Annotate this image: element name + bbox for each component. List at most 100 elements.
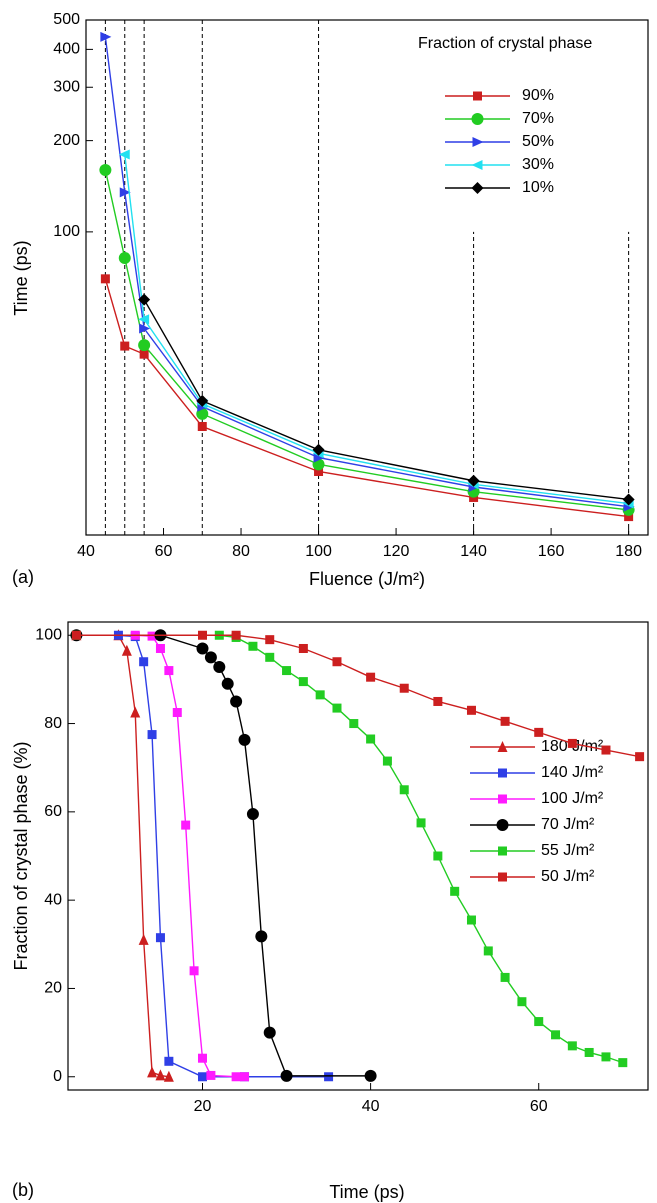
x-axis-label: Time (ps): [329, 1182, 404, 1202]
marker: [155, 1069, 166, 1081]
marker: [255, 930, 268, 943]
marker: [500, 972, 510, 982]
marker: [139, 349, 149, 359]
x-tick-label: 120: [383, 543, 410, 560]
marker: [196, 407, 209, 420]
marker: [567, 1041, 577, 1051]
legend-label: 30%: [522, 156, 554, 173]
series-line: [104, 36, 629, 508]
marker: [263, 1026, 276, 1039]
marker: [172, 708, 182, 718]
marker: [164, 666, 174, 676]
x-tick-label: 100: [305, 543, 332, 560]
marker: [100, 31, 112, 42]
marker: [314, 466, 324, 476]
legend-marker: [473, 91, 482, 101]
legend-label: 140 J/m²: [541, 764, 604, 781]
marker: [534, 727, 544, 737]
x-axis-label: Fluence (J/m²): [309, 569, 425, 589]
marker: [155, 933, 165, 943]
marker: [382, 756, 392, 766]
marker: [130, 706, 141, 718]
y-tick-label: 100: [35, 626, 62, 643]
marker: [282, 666, 292, 676]
marker: [635, 752, 645, 762]
marker: [155, 643, 165, 653]
marker: [139, 323, 151, 334]
marker: [601, 745, 611, 755]
legend-marker: [472, 137, 484, 147]
x-tick-label: 40: [77, 543, 95, 560]
marker: [584, 1047, 594, 1057]
marker: [280, 1069, 293, 1082]
series-line: [143, 299, 629, 501]
marker: [366, 734, 376, 744]
y-tick-label: 20: [44, 980, 62, 997]
legend-label: 55 J/m²: [541, 842, 595, 859]
x-tick-label: 180: [615, 543, 642, 560]
marker: [399, 785, 409, 795]
marker: [265, 652, 275, 662]
marker: [534, 1017, 544, 1027]
marker: [364, 1069, 377, 1082]
legend-label: 50 J/m²: [541, 868, 595, 885]
plot-frame: [67, 621, 649, 1091]
y-tick-label: 40: [44, 891, 62, 908]
legend-label: 70%: [522, 110, 554, 127]
legend-marker: [496, 819, 509, 831]
marker: [189, 966, 199, 976]
marker: [147, 730, 157, 740]
marker: [467, 474, 480, 487]
marker: [332, 703, 342, 713]
marker: [231, 630, 241, 640]
marker: [118, 252, 131, 265]
marker: [324, 1072, 334, 1082]
plot-frame: [85, 19, 649, 536]
marker: [120, 341, 130, 351]
legend-label: 90%: [522, 87, 554, 104]
marker: [466, 915, 476, 925]
marker: [483, 946, 493, 956]
marker: [100, 274, 110, 284]
marker: [138, 293, 151, 306]
x-tick-label: 80: [232, 543, 250, 560]
legend-marker: [498, 794, 507, 804]
marker: [196, 394, 209, 407]
legend-label: 100 J/m²: [541, 790, 604, 807]
legend-marker: [498, 846, 507, 856]
marker: [197, 1053, 207, 1063]
marker: [213, 661, 226, 674]
marker: [121, 644, 132, 656]
marker: [71, 630, 81, 640]
y-axis-label: Fraction of crystal phase (%): [11, 741, 31, 970]
marker: [238, 733, 251, 746]
marker: [197, 1072, 207, 1082]
marker: [119, 187, 131, 198]
legend-title: Fraction of crystal phase: [418, 35, 592, 52]
series-line: [76, 634, 245, 1078]
x-tick-label: 40: [362, 1098, 380, 1115]
marker: [138, 933, 149, 945]
legend-marker: [471, 182, 484, 194]
marker: [466, 705, 476, 715]
marker: [206, 1070, 216, 1080]
marker: [197, 422, 207, 432]
marker: [433, 851, 443, 861]
legend-label: 70 J/m²: [541, 816, 595, 833]
legend-marker: [471, 113, 484, 125]
y-tick-label: 80: [44, 715, 62, 732]
series-line: [76, 634, 329, 1078]
marker: [118, 149, 130, 160]
marker: [551, 1030, 561, 1040]
marker: [181, 820, 191, 830]
x-tick-label: 160: [538, 543, 565, 560]
marker: [246, 808, 259, 821]
marker: [433, 696, 443, 706]
marker: [624, 512, 634, 522]
marker: [99, 164, 112, 177]
panel-label: (a): [12, 567, 34, 587]
series-line: [124, 154, 629, 505]
y-tick-label: 0: [53, 1068, 62, 1085]
marker: [196, 642, 209, 655]
